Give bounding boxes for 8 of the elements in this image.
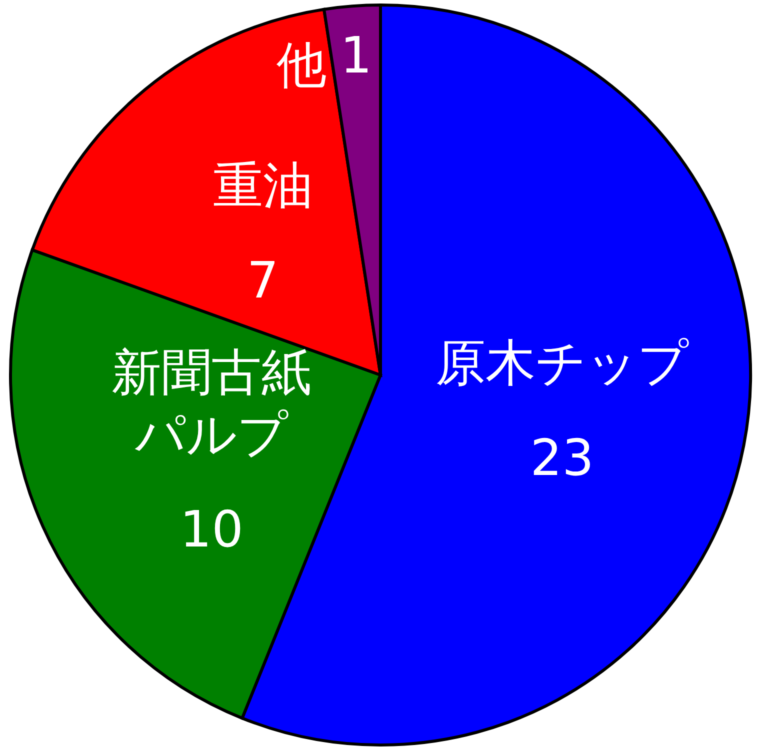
slice-label: 新聞古紙パルプ — [112, 344, 312, 464]
data-label: 10 — [180, 500, 244, 559]
slice-label: 他 — [276, 36, 326, 94]
data-label: 23 — [530, 429, 594, 488]
slice-label: 原木チップ — [436, 334, 690, 392]
data-label: 7 — [246, 251, 279, 310]
slice-label: 重油 — [212, 156, 313, 214]
data-label: 1 — [340, 26, 372, 85]
